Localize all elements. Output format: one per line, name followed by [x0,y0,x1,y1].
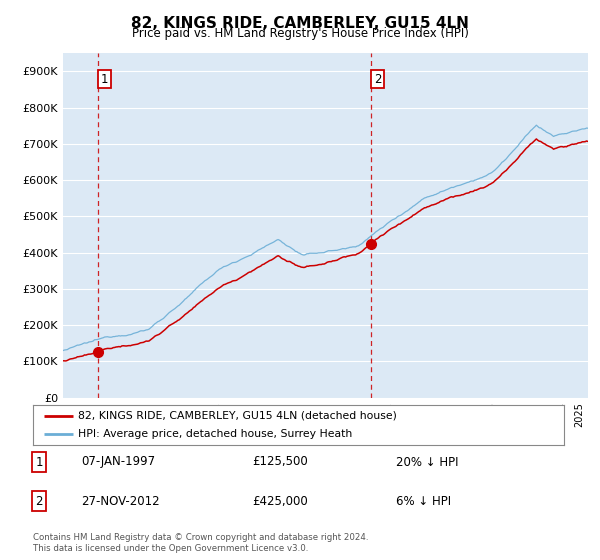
Text: 07-JAN-1997: 07-JAN-1997 [81,455,155,469]
Text: £125,500: £125,500 [252,455,308,469]
Text: Contains HM Land Registry data © Crown copyright and database right 2024.
This d: Contains HM Land Registry data © Crown c… [33,533,368,553]
Text: 1: 1 [35,455,43,469]
Text: 82, KINGS RIDE, CAMBERLEY, GU15 4LN (detached house): 82, KINGS RIDE, CAMBERLEY, GU15 4LN (det… [78,411,397,421]
Text: HPI: Average price, detached house, Surrey Heath: HPI: Average price, detached house, Surr… [78,430,352,439]
Text: £425,000: £425,000 [252,494,308,508]
Text: 2: 2 [374,73,381,86]
Text: 27-NOV-2012: 27-NOV-2012 [81,494,160,508]
Text: 1: 1 [101,73,108,86]
Text: 82, KINGS RIDE, CAMBERLEY, GU15 4LN: 82, KINGS RIDE, CAMBERLEY, GU15 4LN [131,16,469,31]
Text: 20% ↓ HPI: 20% ↓ HPI [396,455,458,469]
Text: 2: 2 [35,494,43,508]
Text: Price paid vs. HM Land Registry's House Price Index (HPI): Price paid vs. HM Land Registry's House … [131,27,469,40]
Text: 6% ↓ HPI: 6% ↓ HPI [396,494,451,508]
